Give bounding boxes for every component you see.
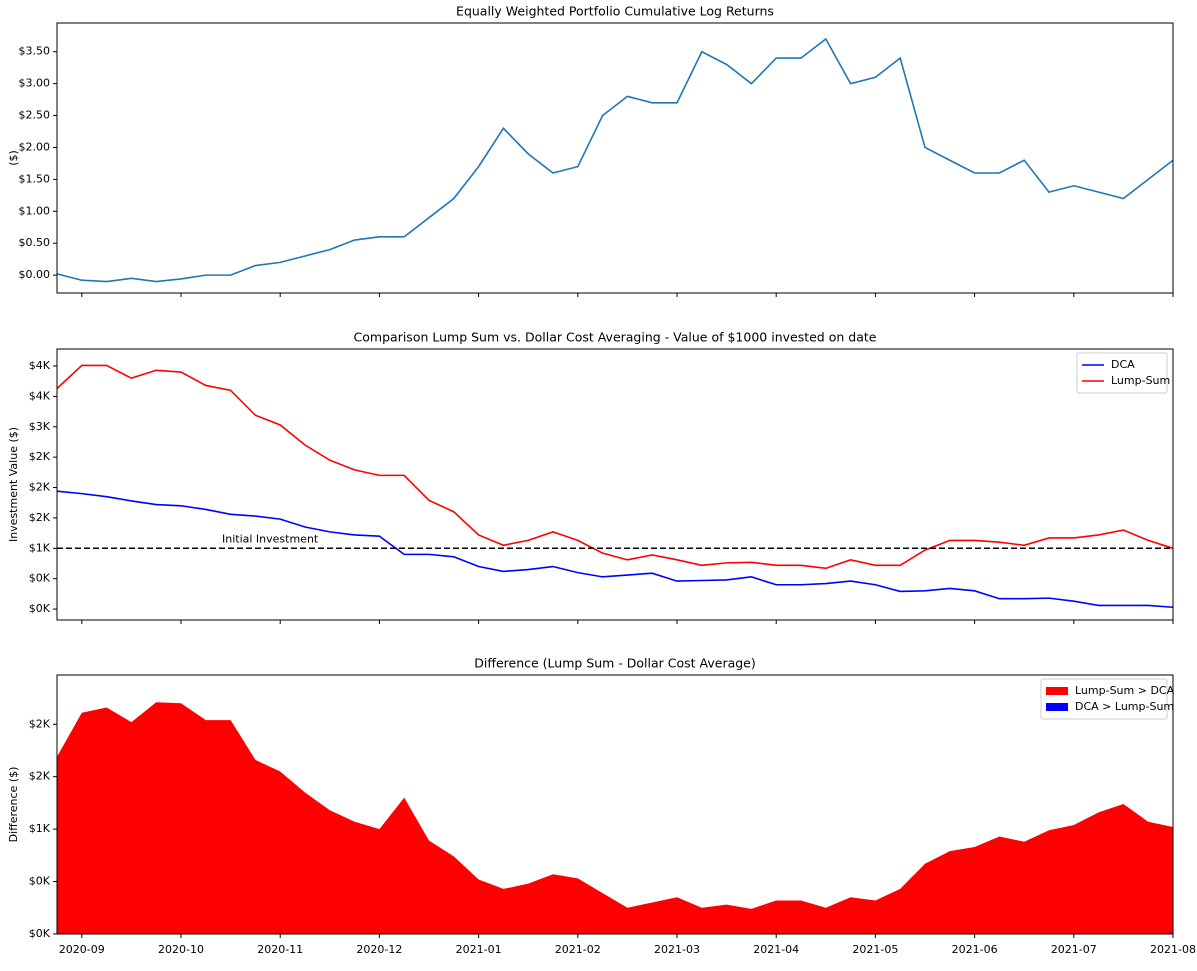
x-tick-label: 2021-04 xyxy=(753,943,799,956)
x-tick-label: 2021-01 xyxy=(456,943,502,956)
chart-title: Equally Weighted Portfolio Cumulative Lo… xyxy=(456,4,774,19)
axes-frame xyxy=(56,22,1174,294)
x-tick-label: 2020-11 xyxy=(257,943,303,956)
x-tick-label: 2021-03 xyxy=(654,943,700,956)
y-tick-label: $3.50 xyxy=(19,45,51,58)
x-tick-label: 2021-07 xyxy=(1051,943,1097,956)
y-tick-label: $0K xyxy=(29,602,51,615)
y-tick-label: $0K xyxy=(29,875,51,888)
y-tick-label: $2K xyxy=(29,511,51,524)
y-tick-label: $0K xyxy=(29,572,51,585)
legend-swatch xyxy=(1046,703,1068,711)
y-axis-label: Investment Value ($) xyxy=(7,427,20,542)
legend-label: Lump-Sum > DCA xyxy=(1075,684,1175,697)
area xyxy=(57,702,1173,934)
legend-box xyxy=(1040,678,1168,720)
legend-swatch xyxy=(1046,687,1068,695)
plot-area xyxy=(57,349,1173,620)
y-tick-label: $2K xyxy=(29,450,51,463)
chart-title: Difference (Lump Sum - Dollar Cost Avera… xyxy=(474,656,756,671)
legend: Lump-Sum > DCA DCA > Lump-Sum xyxy=(1040,678,1175,720)
y-tick-label: $2K xyxy=(29,481,51,494)
y-tick-label: $1.00 xyxy=(19,204,51,217)
y-tick-label: $1.50 xyxy=(19,172,51,185)
y-axis-label: Difference ($) xyxy=(7,767,20,843)
y-tick-label: $2K xyxy=(29,717,51,730)
line xyxy=(56,490,1174,609)
y-tick-label: $2.00 xyxy=(19,140,51,153)
y-tick-label: $0.50 xyxy=(19,236,51,249)
y-axis-label: ($) xyxy=(7,150,20,166)
y-tick-label: $0K xyxy=(29,927,51,940)
y-tick-label: $0.00 xyxy=(19,268,51,281)
x-tick-label: 2021-05 xyxy=(852,943,898,956)
y-tick-label: $1K xyxy=(29,822,51,835)
line xyxy=(56,364,1174,570)
y-tick-label: $3.00 xyxy=(19,77,51,90)
y-tick-label: $4K xyxy=(29,359,51,372)
legend-label: DCA > Lump-Sum xyxy=(1075,700,1174,713)
y-tick-label: $2K xyxy=(29,770,51,783)
y-tick-label: $3K xyxy=(29,420,51,433)
plot-area xyxy=(57,23,1173,293)
x-tick-label: 2021-08 xyxy=(1150,943,1196,956)
axes-frame xyxy=(56,674,1174,935)
chart-title: Comparison Lump Sum vs. Dollar Cost Aver… xyxy=(354,330,877,345)
legend-box xyxy=(1076,352,1168,394)
line xyxy=(56,37,1174,283)
y-tick-label: $2.50 xyxy=(19,109,51,122)
legend: DCA Lump-Sum xyxy=(1076,352,1170,394)
x-tick-label: 2020-12 xyxy=(356,943,402,956)
y-tick-label: $4K xyxy=(29,389,51,402)
x-tick-label: 2021-06 xyxy=(952,943,998,956)
legend-label: DCA xyxy=(1111,358,1135,371)
axes-frame xyxy=(56,348,1174,621)
x-tick-label: 2021-02 xyxy=(555,943,601,956)
legend-label: Lump-Sum xyxy=(1111,374,1170,387)
annotation: Initial Investment xyxy=(222,532,319,545)
x-tick-label: 2020-09 xyxy=(59,943,105,956)
y-tick-label: $1K xyxy=(29,541,51,554)
x-tick-label: 2020-10 xyxy=(158,943,204,956)
